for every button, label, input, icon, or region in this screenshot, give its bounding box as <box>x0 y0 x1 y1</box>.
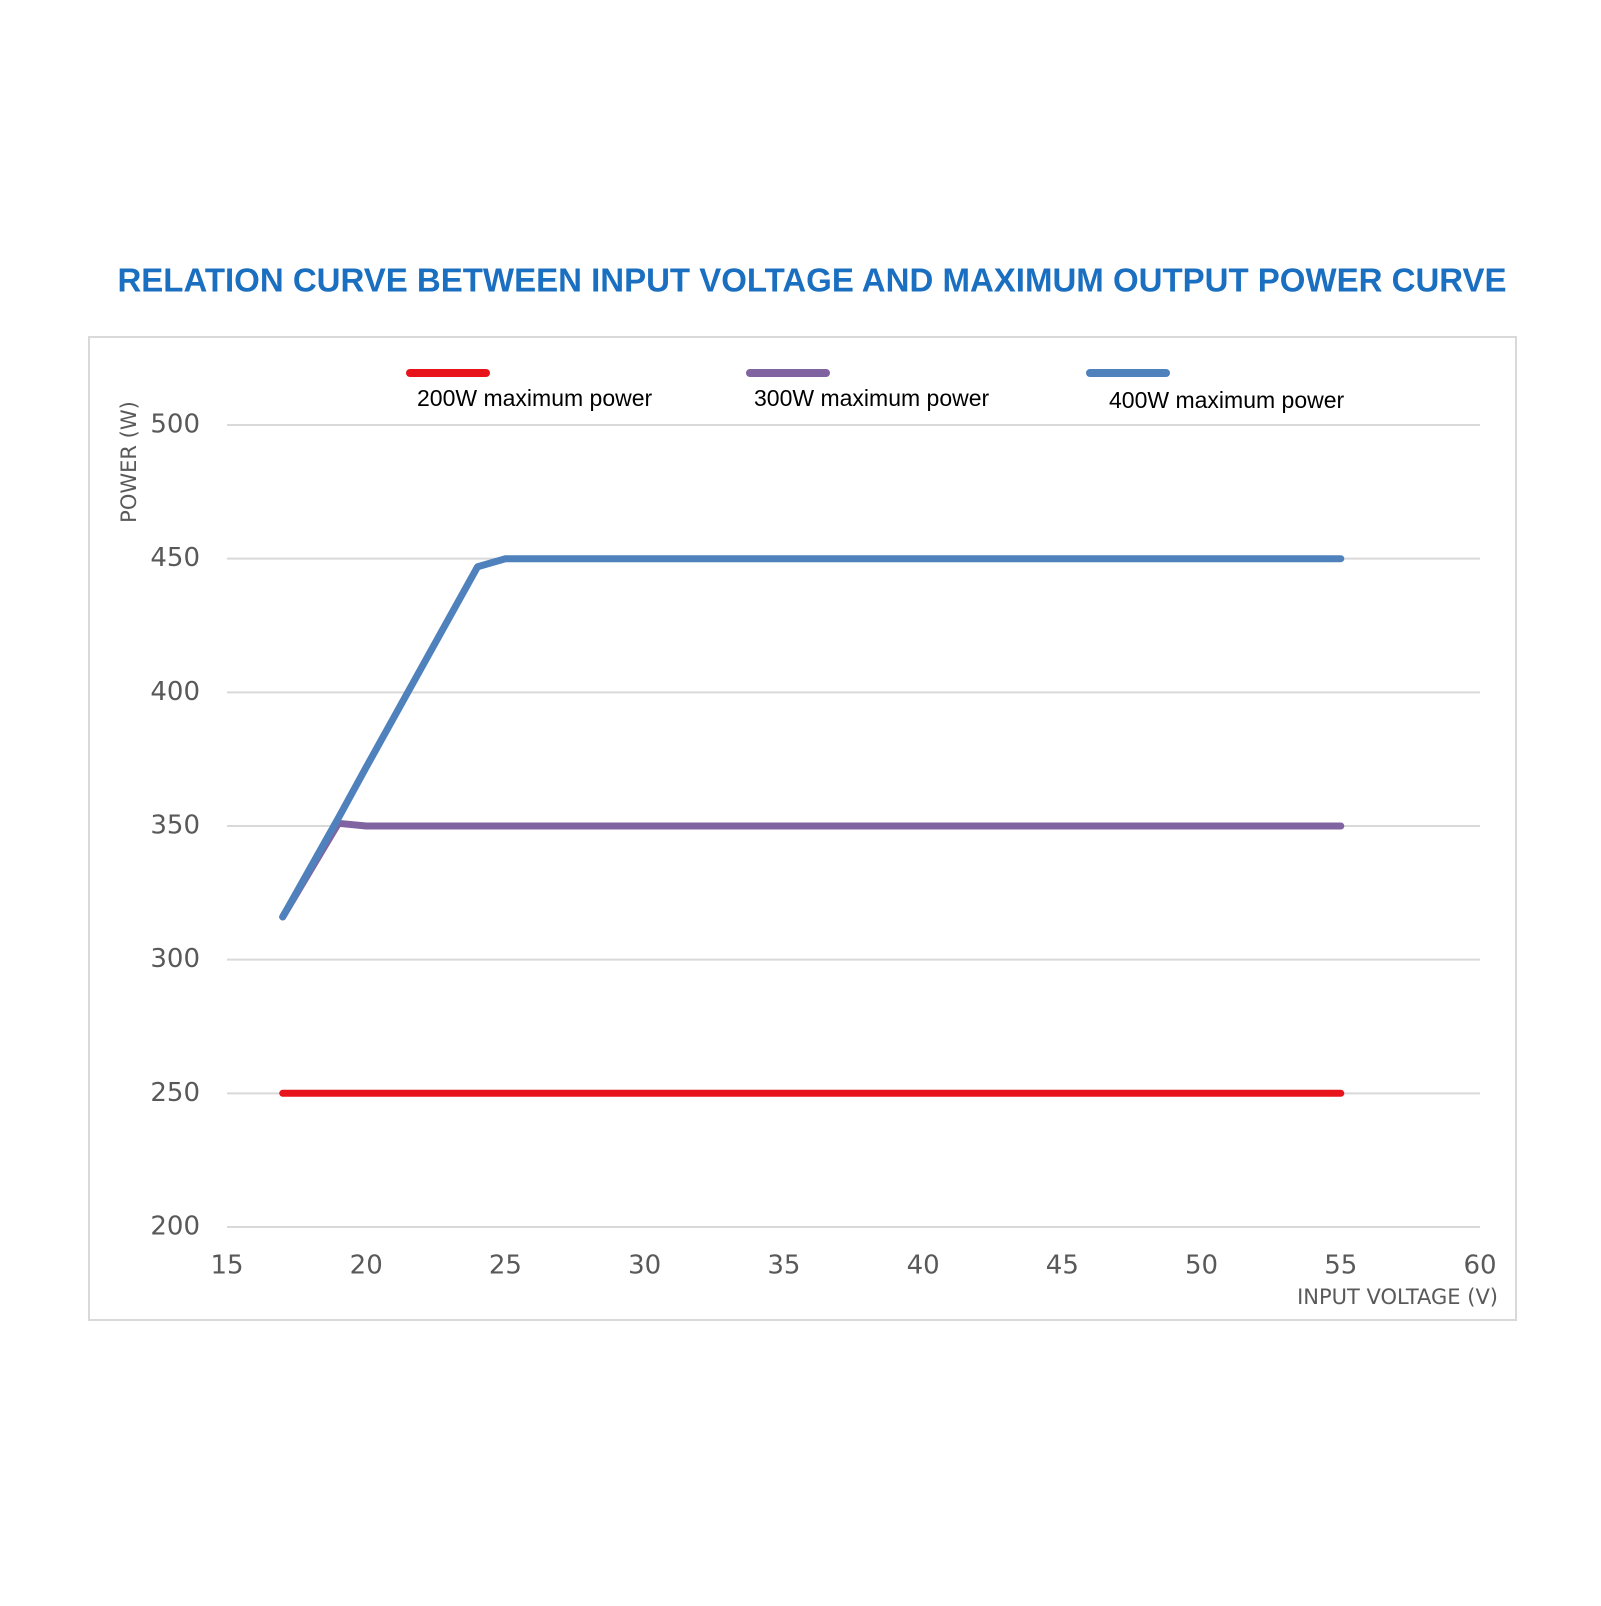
legend-label: 200W maximum power <box>417 385 653 411</box>
series-line <box>279 819 1345 921</box>
x-tick-label: 35 <box>767 1251 800 1281</box>
chart-title: RELATION CURVE BETWEEN INPUT VOLTAGE AND… <box>117 262 1506 299</box>
y-tick-label: 250 <box>150 1078 200 1108</box>
legend-label: 400W maximum power <box>1109 387 1345 413</box>
x-tick-label: 50 <box>1185 1251 1218 1281</box>
x-tick-label: 30 <box>628 1251 661 1281</box>
x-tick-label: 40 <box>907 1251 940 1281</box>
y-tick-label: 350 <box>150 811 200 841</box>
series-line <box>279 555 1345 921</box>
y-tick-label: 200 <box>150 1212 200 1242</box>
x-tick-label: 25 <box>489 1251 522 1281</box>
x-tick-label: 15 <box>210 1251 243 1281</box>
x-tick-label: 60 <box>1463 1251 1496 1281</box>
y-tick-label: 300 <box>150 944 200 974</box>
y-tick-label: 450 <box>150 543 200 573</box>
x-tick-label: 45 <box>1046 1251 1079 1281</box>
y-axis-label: POWER (W) <box>117 401 141 523</box>
x-tick-label: 55 <box>1324 1251 1357 1281</box>
y-tick-label: 400 <box>150 677 200 707</box>
x-tick-label: 20 <box>350 1251 383 1281</box>
plot-frame <box>88 336 1517 1321</box>
y-tick-label: 500 <box>150 410 200 440</box>
x-axis-label: INPUT VOLTAGE (V) <box>1297 1285 1498 1309</box>
legend-label: 300W maximum power <box>754 385 990 411</box>
